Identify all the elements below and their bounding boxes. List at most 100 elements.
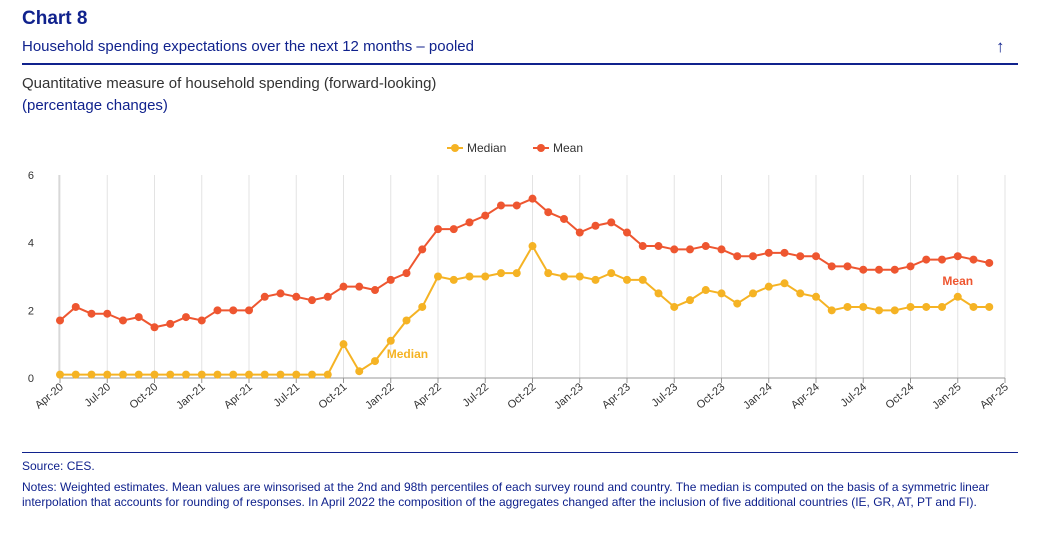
median-point (686, 296, 694, 305)
median-point (355, 367, 364, 376)
x-tick-label: Oct-23 (694, 381, 727, 411)
median-point (638, 275, 647, 284)
median-point (843, 302, 852, 311)
x-tick-label: Oct-24 (883, 381, 916, 411)
median-point (733, 299, 742, 308)
mean-point (166, 319, 175, 328)
median-point (969, 302, 978, 311)
mean-point (87, 309, 96, 318)
median-point (371, 357, 379, 366)
annotation-mean: Mean (942, 274, 973, 288)
source-note: Source: CES. (22, 459, 95, 473)
mean-point (182, 313, 190, 322)
mean-point (560, 214, 568, 223)
mean-point (670, 245, 679, 254)
mean-point (213, 306, 222, 315)
mean-point (56, 316, 64, 325)
legend-item-mean: Mean (533, 141, 583, 155)
mean-point (197, 316, 206, 325)
median-point (922, 302, 931, 311)
mean-point (812, 252, 820, 261)
x-tick-label: Apr-23 (600, 381, 633, 411)
mean-point (875, 265, 883, 274)
x-tick-label: Apr-22 (411, 381, 444, 411)
chart-title: Household spending expectations over the… (22, 38, 474, 55)
mean-point (969, 255, 978, 264)
chart-unit: (percentage changes) (22, 97, 168, 114)
mean-point (497, 201, 505, 210)
mean-point (654, 242, 663, 251)
x-tick-label: Jul-22 (461, 381, 492, 409)
x-tick-label: Jan-24 (741, 381, 774, 412)
mean-point (134, 313, 143, 322)
median-point (386, 336, 395, 345)
mean-point (780, 248, 789, 257)
legend-marker-mean (537, 144, 545, 152)
median-point (654, 289, 663, 298)
legend-marker-median (451, 144, 459, 152)
mean-point (449, 225, 458, 234)
x-tick-label: Oct-21 (316, 381, 349, 411)
median-point (670, 302, 679, 311)
median-point (182, 370, 190, 379)
mean-point (827, 262, 836, 271)
median-point (749, 289, 757, 298)
mean-point (591, 221, 600, 230)
median-point (402, 316, 411, 325)
mean-point (607, 218, 616, 227)
mean-point (481, 211, 490, 220)
median-point (985, 302, 994, 311)
mean-point (528, 194, 537, 203)
arrow-up-icon[interactable]: ↑ (996, 37, 1005, 56)
median-point (71, 370, 80, 379)
x-tick-label: Jan-25 (930, 381, 963, 412)
median-point (213, 370, 222, 379)
annotations: Median Mean (387, 274, 973, 361)
series-mean (56, 194, 994, 332)
median-point (245, 370, 253, 379)
median-point (150, 370, 159, 379)
mean-point (906, 262, 915, 271)
x-tick-label: Apr-24 (789, 381, 822, 411)
mean-point (150, 323, 159, 332)
mean-point (701, 242, 710, 251)
median-point (56, 370, 64, 379)
median-point (418, 302, 427, 311)
y-tick-label: 6 (28, 170, 34, 182)
median-point (607, 269, 616, 278)
footer-divider (22, 452, 1018, 453)
median-point (292, 370, 301, 379)
median-point (197, 370, 206, 379)
median-point (953, 292, 962, 301)
mean-point (938, 255, 946, 264)
x-tick-label: Apr-21 (222, 381, 255, 411)
median-point (119, 370, 127, 379)
mean-point (323, 292, 332, 301)
median-point (764, 282, 773, 291)
mean-point (355, 282, 364, 291)
median-point (701, 286, 710, 295)
y-tick-label: 4 (28, 238, 34, 250)
median-point (528, 242, 537, 251)
median-point (166, 370, 175, 379)
mean-point (103, 309, 112, 318)
mean-point (922, 255, 931, 264)
mean-point (245, 306, 253, 315)
mean-point (386, 275, 395, 284)
header-divider (22, 63, 1018, 65)
legend-item-median: Median (447, 141, 506, 155)
chart-number: Chart 8 (22, 8, 88, 29)
mean-point (119, 316, 127, 325)
mean-point (733, 252, 742, 261)
mean-point (512, 201, 521, 210)
mean-point (292, 292, 301, 301)
median-point (717, 289, 726, 298)
median-point (575, 272, 584, 281)
line-chart: 0 2 4 6 Apr-20 Jul-20 Oct-20 Jan-21 Apr-21 Jul-21… (28, 141, 1011, 412)
mean-point (749, 252, 757, 261)
grid-lines (59, 175, 1006, 378)
median-point (906, 302, 915, 311)
median-point (497, 269, 505, 278)
mean-point (71, 302, 80, 311)
mean-point (623, 228, 631, 237)
